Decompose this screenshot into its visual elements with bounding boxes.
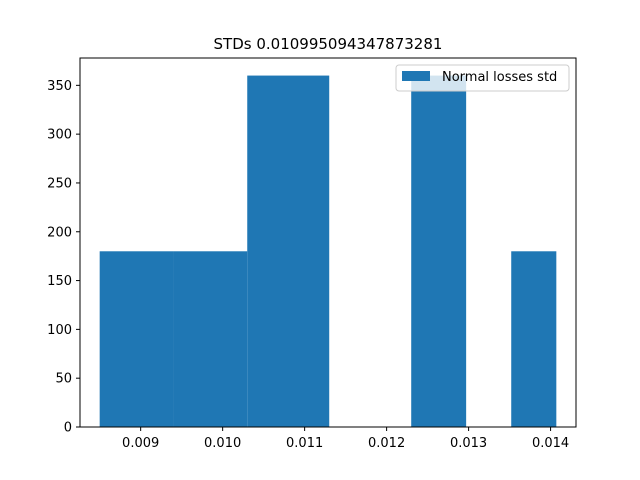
legend-box xyxy=(395,64,570,92)
plot-frame xyxy=(79,57,577,428)
y-tick-label: 300 xyxy=(47,128,72,143)
histogram-bar xyxy=(511,251,557,427)
x-tick-label: 0.009 xyxy=(122,436,159,451)
legend-swatch xyxy=(402,71,430,81)
y-tick-label: 0 xyxy=(64,421,72,436)
y-tick-label: 150 xyxy=(47,274,72,289)
legend-label: Normal losses std xyxy=(442,70,557,85)
y-axis: 0 50 100 150 200 250 300 350 xyxy=(47,79,80,436)
y-tick-label: 100 xyxy=(47,323,72,338)
histogram-bar xyxy=(99,251,174,427)
histogram-bar xyxy=(173,251,248,427)
x-tick-label: 0.010 xyxy=(204,436,241,451)
x-tick-label: 0.012 xyxy=(368,436,405,451)
histogram-bar xyxy=(411,75,467,428)
x-axis: 0.009 0.010 0.011 0.012 0.013 0.014 xyxy=(122,427,569,451)
chart-title: STDs 0.010995094347873281 xyxy=(214,35,443,53)
x-tick-label: 0.011 xyxy=(286,436,323,451)
bars-group xyxy=(99,75,557,428)
y-tick-label: 250 xyxy=(47,176,72,191)
x-tick-label: 0.013 xyxy=(450,436,487,451)
y-tick-label: 200 xyxy=(47,225,72,240)
y-tick-label: 50 xyxy=(55,372,72,387)
y-tick-label: 350 xyxy=(47,79,72,94)
histogram-bar xyxy=(247,75,330,428)
x-tick-label: 0.014 xyxy=(532,436,569,451)
legend: Normal losses std xyxy=(395,64,570,92)
